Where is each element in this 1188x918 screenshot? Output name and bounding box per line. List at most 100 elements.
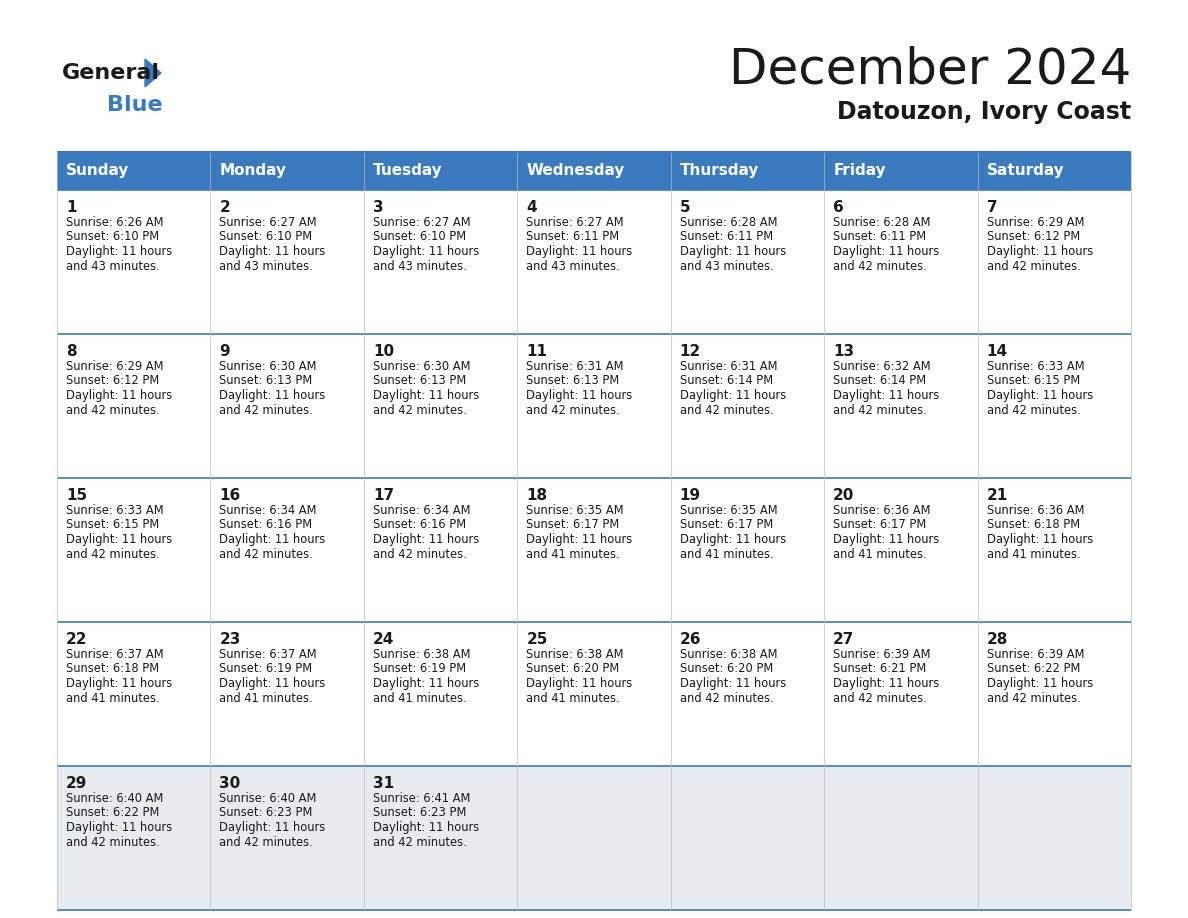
Text: and 42 minutes.: and 42 minutes. (220, 835, 314, 848)
Text: Sunrise: 6:30 AM: Sunrise: 6:30 AM (220, 360, 317, 373)
Text: 7: 7 (986, 200, 997, 216)
Text: 4: 4 (526, 200, 537, 216)
Text: Sunrise: 6:34 AM: Sunrise: 6:34 AM (373, 504, 470, 517)
Text: Daylight: 11 hours: Daylight: 11 hours (526, 245, 632, 258)
Bar (824, 152, 978, 190)
Text: Sunrise: 6:40 AM: Sunrise: 6:40 AM (220, 792, 317, 805)
Text: Daylight: 11 hours: Daylight: 11 hours (986, 533, 1093, 546)
Bar (57, 152, 210, 190)
Text: and 43 minutes.: and 43 minutes. (67, 260, 159, 273)
Text: 5: 5 (680, 200, 690, 216)
Text: Daylight: 11 hours: Daylight: 11 hours (220, 533, 326, 546)
Text: Daylight: 11 hours: Daylight: 11 hours (220, 821, 326, 834)
Text: Daylight: 11 hours: Daylight: 11 hours (833, 389, 940, 402)
Text: Sunrise: 6:29 AM: Sunrise: 6:29 AM (986, 216, 1085, 229)
Text: December 2024: December 2024 (728, 46, 1131, 94)
Bar (57, 478, 1131, 622)
Text: and 41 minutes.: and 41 minutes. (526, 547, 620, 561)
Bar (57, 334, 1131, 478)
Text: Wednesday: Wednesday (526, 163, 625, 178)
Text: 2: 2 (220, 200, 230, 216)
Text: 12: 12 (680, 344, 701, 360)
Text: Sunrise: 6:37 AM: Sunrise: 6:37 AM (67, 648, 164, 661)
Text: Sunrise: 6:38 AM: Sunrise: 6:38 AM (526, 648, 624, 661)
Text: and 42 minutes.: and 42 minutes. (986, 691, 1080, 704)
Bar (824, 766, 978, 910)
Text: and 42 minutes.: and 42 minutes. (67, 404, 159, 417)
Text: Daylight: 11 hours: Daylight: 11 hours (67, 821, 172, 834)
Text: Daylight: 11 hours: Daylight: 11 hours (220, 389, 326, 402)
Text: Daylight: 11 hours: Daylight: 11 hours (680, 533, 786, 546)
Text: Sunset: 6:19 PM: Sunset: 6:19 PM (373, 663, 466, 676)
Text: Sunrise: 6:35 AM: Sunrise: 6:35 AM (680, 504, 777, 517)
Text: Sunset: 6:17 PM: Sunset: 6:17 PM (833, 519, 927, 532)
Text: Sunrise: 6:31 AM: Sunrise: 6:31 AM (526, 360, 624, 373)
Bar (978, 152, 1131, 190)
Text: Sunrise: 6:27 AM: Sunrise: 6:27 AM (526, 216, 624, 229)
Text: Daylight: 11 hours: Daylight: 11 hours (67, 389, 172, 402)
Text: Daylight: 11 hours: Daylight: 11 hours (833, 677, 940, 690)
Bar (517, 152, 671, 190)
Text: Daylight: 11 hours: Daylight: 11 hours (67, 677, 172, 690)
Text: Sunset: 6:11 PM: Sunset: 6:11 PM (833, 230, 927, 243)
Text: Sunset: 6:18 PM: Sunset: 6:18 PM (986, 519, 1080, 532)
Text: Sunset: 6:11 PM: Sunset: 6:11 PM (526, 230, 619, 243)
Text: Sunday: Sunday (67, 163, 129, 178)
Text: 15: 15 (67, 488, 87, 503)
Text: Daylight: 11 hours: Daylight: 11 hours (220, 245, 326, 258)
Text: and 41 minutes.: and 41 minutes. (67, 691, 159, 704)
Text: Sunset: 6:23 PM: Sunset: 6:23 PM (220, 807, 312, 820)
Text: Sunrise: 6:28 AM: Sunrise: 6:28 AM (833, 216, 930, 229)
Text: Daylight: 11 hours: Daylight: 11 hours (67, 533, 172, 546)
Text: Daylight: 11 hours: Daylight: 11 hours (373, 677, 479, 690)
Text: 27: 27 (833, 633, 854, 647)
Text: 29: 29 (67, 777, 88, 791)
Text: Sunset: 6:15 PM: Sunset: 6:15 PM (986, 375, 1080, 387)
Bar (57, 622, 1131, 766)
Text: Monday: Monday (220, 163, 286, 178)
Text: Sunrise: 6:26 AM: Sunrise: 6:26 AM (67, 216, 164, 229)
Text: Daylight: 11 hours: Daylight: 11 hours (833, 533, 940, 546)
Text: Sunrise: 6:39 AM: Sunrise: 6:39 AM (833, 648, 930, 661)
Text: and 42 minutes.: and 42 minutes. (986, 404, 1080, 417)
Text: and 42 minutes.: and 42 minutes. (67, 835, 159, 848)
Text: and 43 minutes.: and 43 minutes. (373, 260, 467, 273)
Text: 24: 24 (373, 633, 394, 647)
Text: Sunrise: 6:38 AM: Sunrise: 6:38 AM (680, 648, 777, 661)
Text: Sunrise: 6:39 AM: Sunrise: 6:39 AM (986, 648, 1085, 661)
Text: Sunset: 6:10 PM: Sunset: 6:10 PM (220, 230, 312, 243)
Text: Sunrise: 6:30 AM: Sunrise: 6:30 AM (373, 360, 470, 373)
Text: Sunset: 6:12 PM: Sunset: 6:12 PM (986, 230, 1080, 243)
Text: and 42 minutes.: and 42 minutes. (373, 835, 467, 848)
Text: General: General (62, 63, 160, 83)
Text: Daylight: 11 hours: Daylight: 11 hours (526, 677, 632, 690)
Text: and 42 minutes.: and 42 minutes. (833, 260, 927, 273)
Text: Sunrise: 6:36 AM: Sunrise: 6:36 AM (833, 504, 930, 517)
Text: Thursday: Thursday (680, 163, 759, 178)
Text: 26: 26 (680, 633, 701, 647)
Text: Sunrise: 6:27 AM: Sunrise: 6:27 AM (373, 216, 470, 229)
Text: and 43 minutes.: and 43 minutes. (526, 260, 620, 273)
Text: Sunrise: 6:38 AM: Sunrise: 6:38 AM (373, 648, 470, 661)
Text: and 42 minutes.: and 42 minutes. (67, 547, 159, 561)
Text: and 43 minutes.: and 43 minutes. (680, 260, 773, 273)
Text: 22: 22 (67, 633, 88, 647)
Text: Sunset: 6:23 PM: Sunset: 6:23 PM (373, 807, 466, 820)
Text: Sunrise: 6:27 AM: Sunrise: 6:27 AM (220, 216, 317, 229)
Text: Daylight: 11 hours: Daylight: 11 hours (373, 821, 479, 834)
Text: Sunrise: 6:33 AM: Sunrise: 6:33 AM (67, 504, 164, 517)
Text: Friday: Friday (833, 163, 886, 178)
Bar (57, 766, 1131, 910)
Text: 19: 19 (680, 488, 701, 503)
Text: Sunrise: 6:37 AM: Sunrise: 6:37 AM (220, 648, 317, 661)
Text: Sunset: 6:11 PM: Sunset: 6:11 PM (680, 230, 773, 243)
Bar (671, 766, 824, 910)
Polygon shape (145, 59, 162, 87)
Text: Sunset: 6:19 PM: Sunset: 6:19 PM (220, 663, 312, 676)
Bar (57, 190, 1131, 334)
Text: and 42 minutes.: and 42 minutes. (373, 547, 467, 561)
Text: Sunrise: 6:34 AM: Sunrise: 6:34 AM (220, 504, 317, 517)
Text: Sunset: 6:14 PM: Sunset: 6:14 PM (680, 375, 773, 387)
Text: Sunset: 6:17 PM: Sunset: 6:17 PM (680, 519, 773, 532)
Text: Sunset: 6:22 PM: Sunset: 6:22 PM (986, 663, 1080, 676)
